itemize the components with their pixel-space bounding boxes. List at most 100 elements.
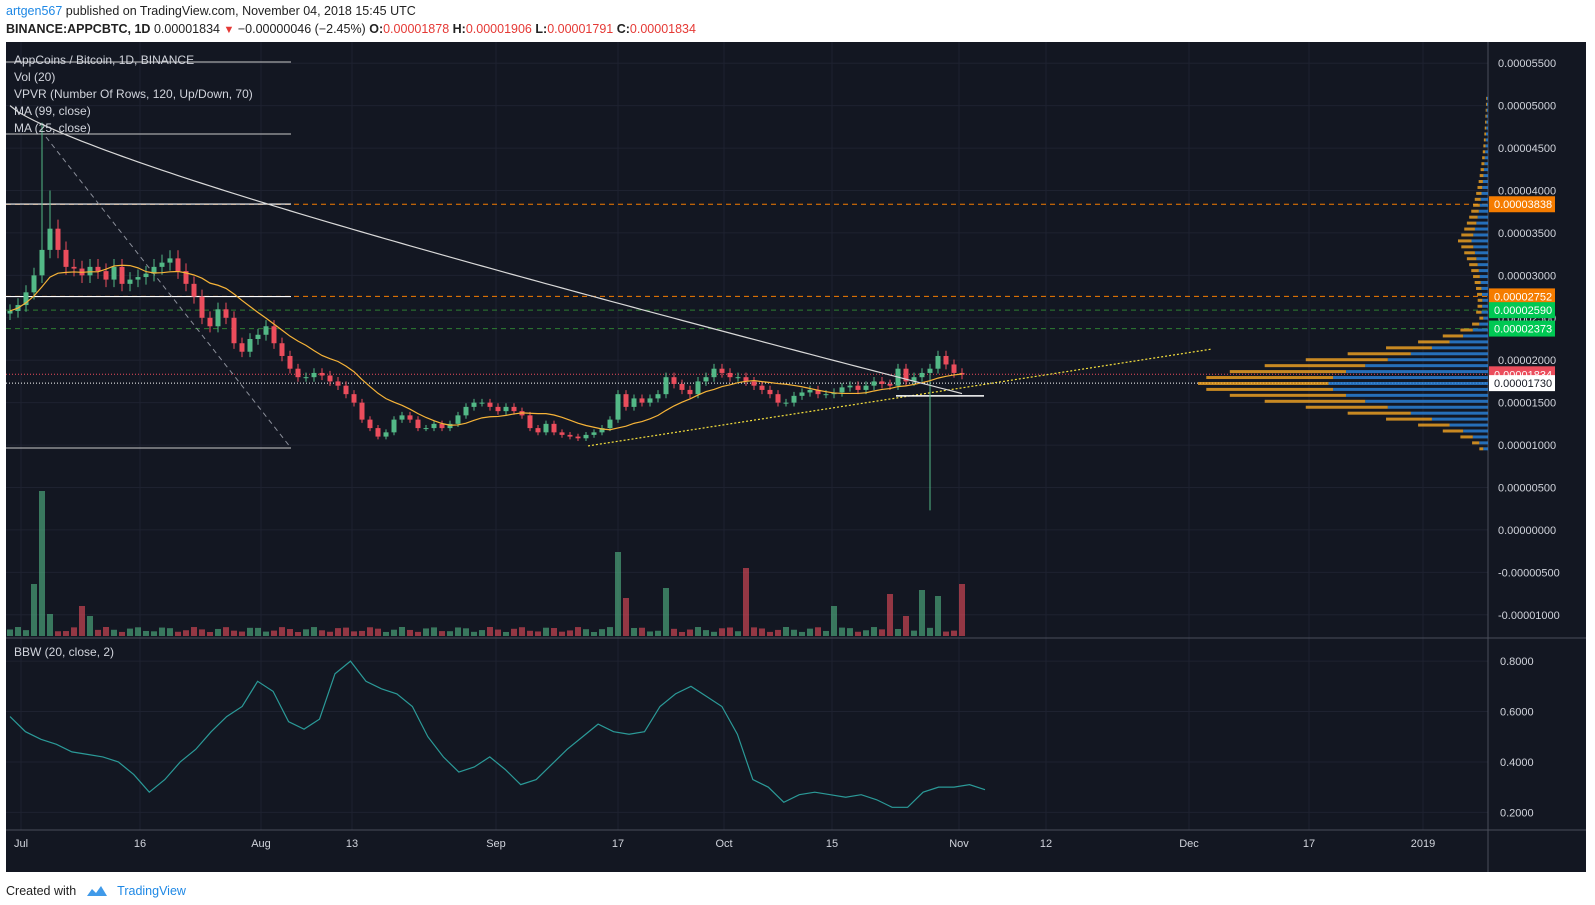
legend-vpvr: VPVR (Number Of Rows, 120, Up/Down, 70): [14, 87, 253, 101]
vpvr-up-bar: [1449, 340, 1488, 344]
y-tick-label: 0.00003000: [1498, 270, 1556, 282]
volume-bar: [759, 628, 765, 636]
y-tick-label: 0.00003500: [1498, 228, 1556, 240]
candle-body: [551, 423, 557, 433]
vpvr-up-bar: [1481, 191, 1488, 195]
candle-body: [351, 394, 357, 403]
vpvr-up-bar: [1483, 447, 1488, 451]
volume-bar: [511, 628, 517, 636]
vpvr-down-bar: [1485, 114, 1487, 118]
candle-body: [287, 355, 293, 369]
volume-bar: [447, 631, 453, 636]
vpvr-down-bar: [1474, 280, 1481, 284]
created-with-label: Created with: [6, 884, 77, 898]
candle-body: [151, 266, 157, 274]
y-tick-label: 0.00005500: [1498, 58, 1556, 70]
vpvr-up-bar: [1486, 114, 1488, 118]
volume-bar: [767, 631, 773, 636]
close-value: 0.00001834: [629, 22, 696, 36]
volume-bar: [679, 631, 685, 636]
vpvr-down-bar: [1473, 203, 1480, 207]
support-trend-line: [587, 348, 1212, 447]
volume-bar: [343, 627, 349, 636]
vpvr-down-bar: [1442, 429, 1464, 433]
volume-bar: [615, 552, 621, 636]
volume-bar: [719, 628, 725, 636]
volume-bar: [247, 627, 253, 636]
price-label-text: 0.00001730: [1494, 378, 1552, 390]
volume-bar: [327, 631, 333, 636]
volume-bar: [871, 627, 877, 636]
vpvr-up-bar: [1479, 203, 1488, 207]
volume-bar: [671, 628, 677, 636]
price-label-text: 0.00002373: [1494, 324, 1552, 336]
vpvr-down-bar: [1476, 310, 1482, 314]
volume-bar: [167, 628, 173, 636]
candle-body: [679, 383, 685, 390]
vpvr-down-bar: [1229, 393, 1346, 397]
publish-line: artgen567 published on TradingView.com, …: [6, 2, 1586, 20]
volume-bar: [263, 631, 269, 636]
candle-body: [39, 249, 45, 276]
candle-body: [71, 266, 77, 269]
vpvr-up-bar: [1333, 376, 1488, 380]
candle-body: [583, 434, 589, 439]
volume-bar: [927, 627, 933, 636]
bbw-tick-label: 0.4000: [1500, 757, 1534, 769]
volume-bar: [535, 631, 541, 636]
price-chart[interactable]: 0.00005500 0.00005000 0.00004500 0.00004000…: [6, 42, 1586, 872]
candle-body: [791, 395, 797, 403]
candle-body: [295, 368, 301, 378]
volume-bar: [919, 590, 925, 636]
candle-body: [471, 402, 477, 407]
vpvr-down-bar: [1482, 156, 1485, 160]
candle-body: [487, 402, 493, 407]
candle-body: [159, 262, 165, 267]
vpvr-up-bar: [1410, 352, 1488, 356]
volume-bar: [271, 630, 277, 636]
candle-body: [751, 381, 757, 386]
x-tick-label: Sep: [486, 838, 506, 850]
volume-bar: [303, 629, 309, 636]
vpvr-up-bar: [1483, 316, 1488, 320]
volume-bar: [79, 606, 85, 636]
tradingview-brand-link[interactable]: TradingView: [117, 884, 186, 898]
vpvr-up-bar: [1410, 411, 1488, 415]
vpvr-up-bar: [1479, 275, 1488, 279]
volume-bar: [359, 630, 365, 636]
vpvr-up-bar: [1471, 239, 1488, 243]
vpvr-down-bar: [1480, 168, 1484, 172]
vpvr-up-bar: [1483, 174, 1488, 178]
volume-bar: [47, 614, 53, 636]
vpvr-down-bar: [1477, 185, 1483, 189]
vpvr-up-bar: [1479, 322, 1488, 326]
candle-body: [455, 415, 461, 424]
candle-body: [711, 368, 717, 378]
vpvr-down-bar: [1472, 322, 1480, 326]
volume-bar: [191, 627, 197, 636]
candle-body: [623, 394, 629, 407]
candle-body: [143, 273, 149, 278]
volume-bar: [607, 627, 613, 636]
vpvr-up-bar: [1480, 197, 1488, 201]
candle-body: [119, 266, 125, 284]
volume-bar: [39, 491, 45, 636]
author-link[interactable]: artgen567: [6, 4, 63, 18]
vpvr-down-bar: [1198, 381, 1329, 385]
price-label-box: [1489, 196, 1555, 213]
vpvr-up-bar: [1486, 126, 1488, 130]
volume-bar: [423, 628, 429, 636]
vpvr-down-bar: [1418, 340, 1450, 344]
bbw-tick-label: 0.2000: [1500, 807, 1534, 819]
down-arrow-icon: ▼: [223, 24, 235, 36]
low-label: L:: [535, 22, 548, 36]
vpvr-down-bar: [1479, 447, 1484, 451]
candle-body: [871, 381, 877, 386]
candle-body: [191, 283, 197, 297]
volume-bar: [551, 628, 557, 636]
candle-body: [87, 266, 93, 276]
chart-frame[interactable]: 0.00005500 0.00005000 0.00004500 0.00004000…: [6, 42, 1586, 872]
vpvr-up-bar: [1463, 429, 1488, 433]
volume-bar: [887, 594, 893, 636]
candle-body: [599, 428, 605, 433]
